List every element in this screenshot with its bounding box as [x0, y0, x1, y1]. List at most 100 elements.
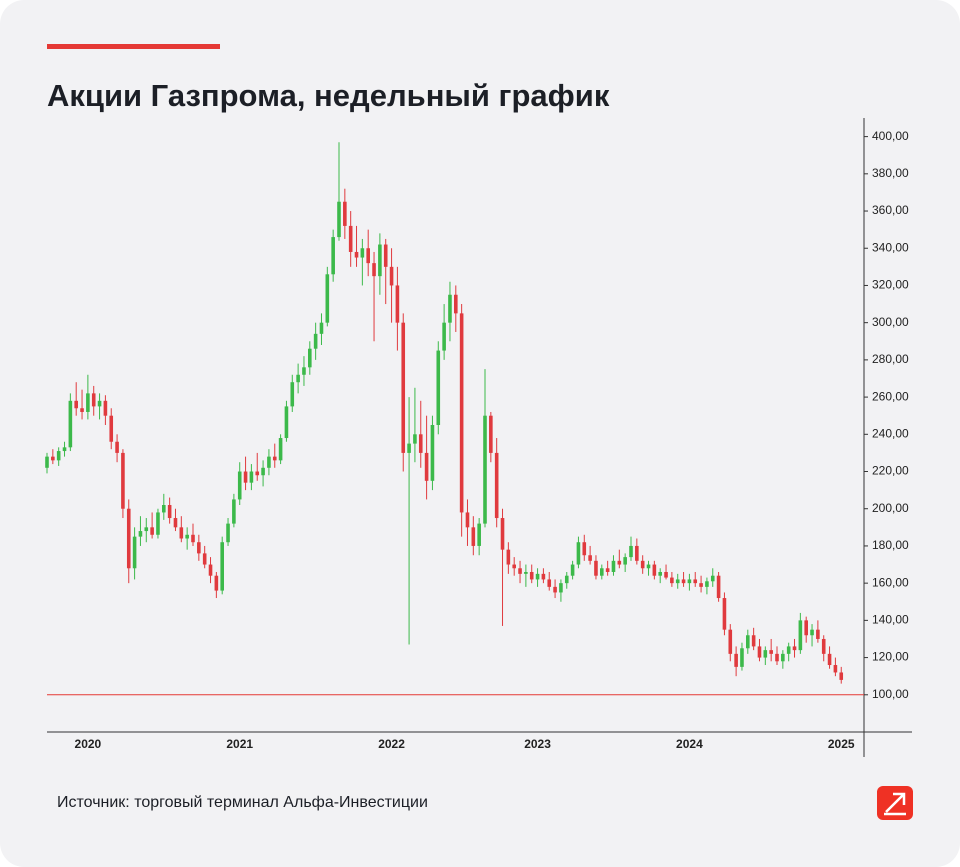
candle-body: [179, 527, 184, 539]
candle-body: [220, 542, 224, 591]
candle-body: [792, 646, 797, 651]
candle-body: [751, 635, 756, 647]
x-tick-label: 2022: [378, 737, 405, 751]
candle-body: [570, 564, 575, 576]
candle-body: [483, 415, 487, 524]
x-tick-label: 2025: [828, 737, 855, 751]
candle-body: [413, 434, 417, 444]
candle-body: [272, 456, 277, 461]
candle-body: [740, 648, 744, 667]
candle-body: [226, 523, 230, 543]
candle-body: [728, 629, 733, 654]
candle-body: [197, 542, 201, 554]
candle-body: [494, 452, 499, 519]
candle-body: [535, 573, 540, 580]
candle-body: [576, 542, 581, 565]
candle-body: [559, 583, 563, 593]
candle-body: [337, 201, 341, 238]
candle-body: [775, 653, 779, 662]
candle-body: [489, 415, 493, 453]
candle-body: [518, 568, 522, 574]
candle-body: [348, 225, 353, 252]
candle-body: [675, 579, 680, 584]
candle-body: [366, 248, 370, 264]
candle-body: [821, 638, 826, 654]
candle-body: [512, 564, 516, 569]
x-tick-label: 2024: [676, 737, 703, 751]
candle-body: [442, 322, 446, 351]
candle-body: [202, 553, 207, 565]
candle-body: [331, 237, 335, 275]
y-tick-label: 180,00: [872, 538, 909, 552]
chart-title: Акции Газпрома, недельный график: [47, 78, 610, 113]
candle-body: [302, 367, 306, 375]
candle-body: [162, 505, 166, 513]
candle-body: [611, 560, 616, 572]
candle-body: [471, 527, 476, 546]
candle-body: [500, 518, 505, 550]
candle-body: [249, 471, 254, 483]
candle-body: [167, 505, 172, 519]
candle-body: [681, 579, 686, 584]
candle-body: [629, 545, 633, 558]
candle-body: [296, 374, 300, 383]
candle-body: [646, 564, 651, 569]
candle-body: [45, 456, 49, 468]
candle-body: [278, 438, 283, 461]
logo: [877, 786, 913, 820]
candle-body: [816, 629, 820, 639]
candle-body: [746, 635, 750, 649]
candle-body: [354, 251, 359, 258]
y-tick-label: 340,00: [872, 240, 909, 254]
candle-body: [436, 350, 441, 425]
candle-body: [506, 549, 511, 565]
candle-body: [564, 575, 569, 584]
candle-body: [156, 512, 160, 535]
y-tick-label: 120,00: [872, 650, 909, 664]
candle-body: [284, 406, 289, 439]
candle-body: [208, 564, 213, 576]
candle-body: [103, 400, 108, 416]
candle-body: [722, 598, 727, 630]
candle-body: [716, 575, 721, 599]
candle-body: [658, 571, 662, 576]
candle-body: [588, 555, 592, 561]
candle-body: [693, 579, 698, 584]
candle-body: [97, 400, 102, 407]
candle-body: [827, 653, 832, 666]
candle-body: [214, 575, 219, 591]
candle-body: [705, 581, 709, 587]
candle-body: [617, 560, 622, 565]
y-tick-label: 380,00: [872, 166, 909, 180]
candle-body: [62, 447, 67, 452]
candle-body: [56, 451, 61, 461]
candle-body: [232, 499, 236, 524]
candle-body: [664, 571, 668, 578]
candle-body: [68, 400, 73, 448]
candle-body: [582, 542, 587, 556]
candle-body: [454, 294, 458, 314]
candle-body: [261, 467, 265, 476]
candle-body: [699, 583, 703, 587]
candle-body: [150, 527, 154, 535]
candle-body: [86, 393, 90, 412]
candle-body: [600, 568, 604, 576]
candle-body: [652, 564, 657, 576]
candle-body: [91, 393, 96, 407]
x-tick-label: 2021: [226, 737, 253, 751]
candle-body: [138, 531, 143, 537]
candle-body: [804, 620, 808, 636]
y-tick-label: 200,00: [872, 501, 909, 515]
candle-body: [237, 471, 242, 500]
candle-body: [418, 434, 423, 453]
candle-body: [710, 575, 715, 582]
y-tick-label: 300,00: [872, 315, 909, 329]
candle-body: [132, 536, 137, 569]
y-tick-label: 220,00: [872, 464, 909, 478]
candle-body: [448, 294, 452, 323]
y-tick-label: 360,00: [872, 203, 909, 217]
candle-body: [80, 408, 84, 412]
candle-body: [372, 263, 376, 277]
